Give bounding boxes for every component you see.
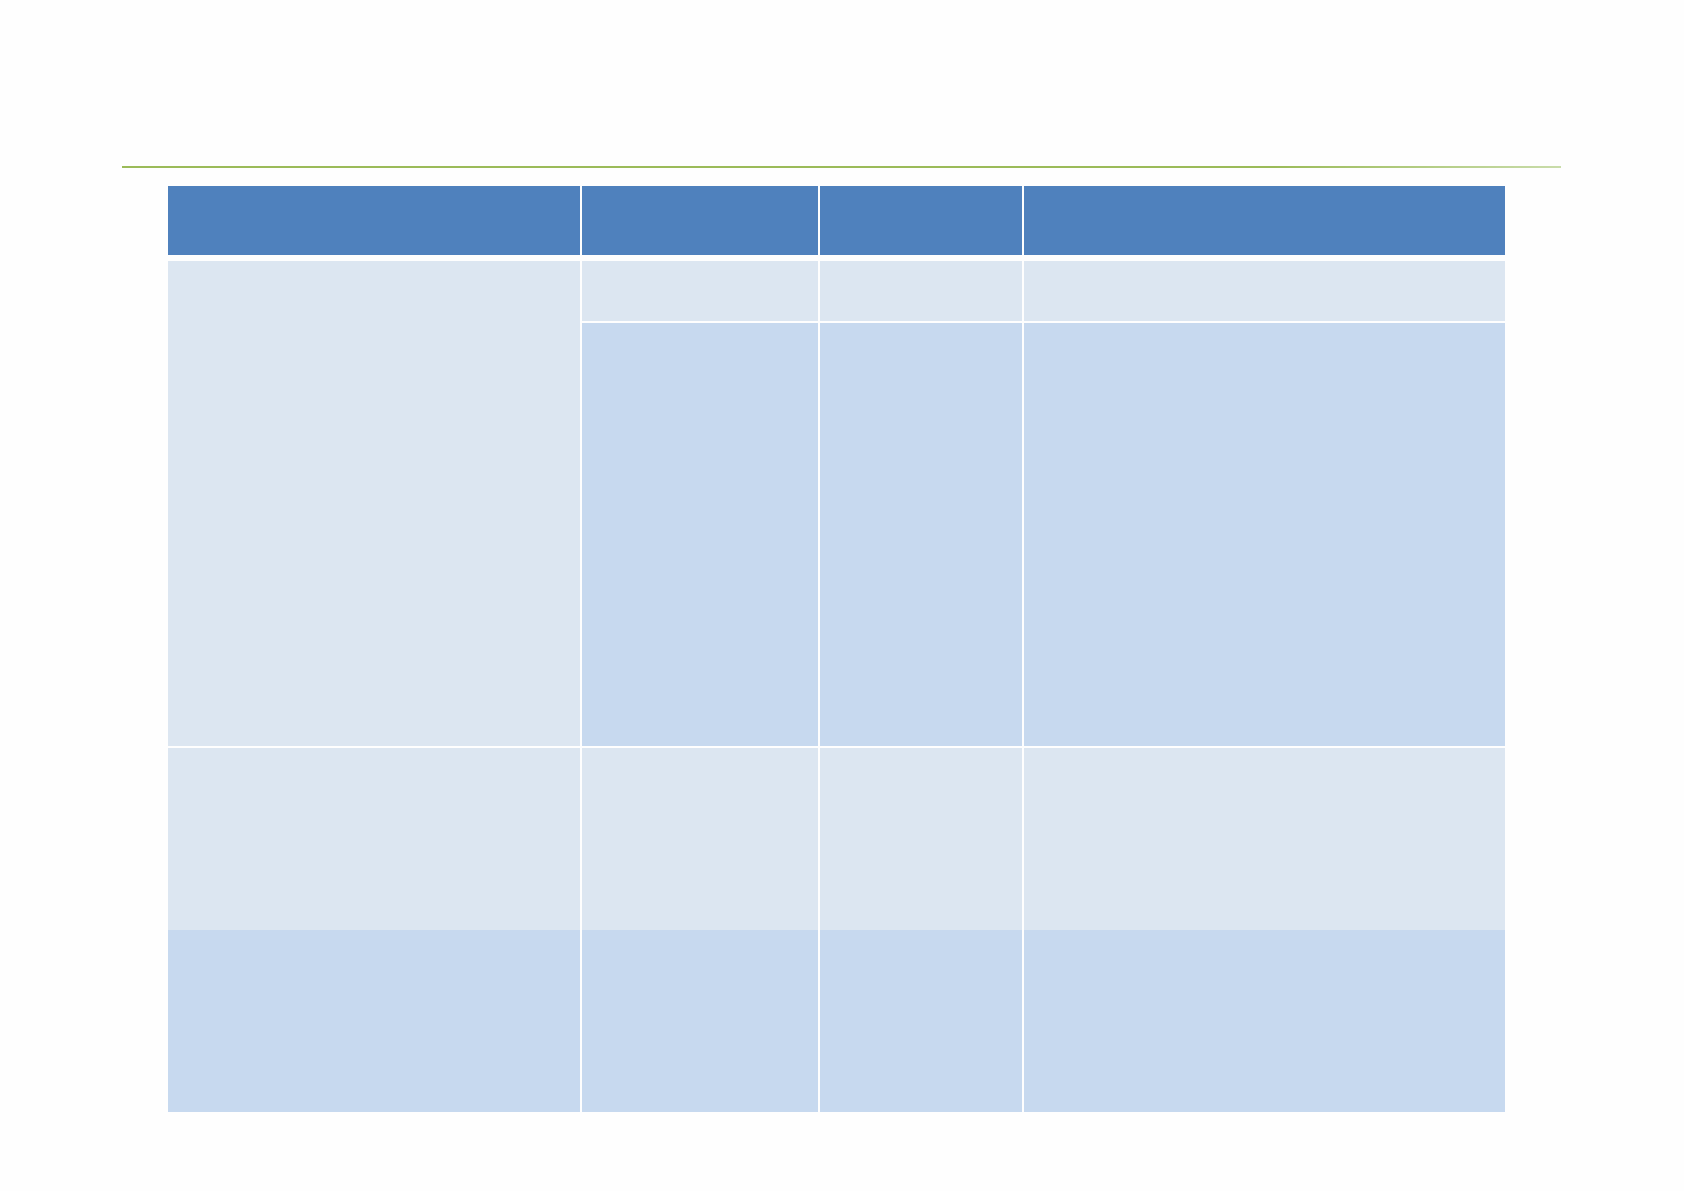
- table-header-cell: [168, 186, 580, 255]
- table-header-cell: [582, 186, 818, 255]
- table-cell: [820, 323, 1022, 746]
- table-cell: [168, 930, 580, 1112]
- table-header-cell: [1024, 186, 1505, 255]
- table-cell: [1024, 261, 1505, 321]
- table-cell: [1024, 748, 1505, 930]
- table-header-cell: [820, 186, 1022, 255]
- table-cell: [582, 930, 818, 1112]
- table-cell: [820, 261, 1022, 321]
- table-cell: [582, 323, 818, 746]
- table-cell: [582, 748, 818, 930]
- table-cell: [168, 748, 580, 930]
- table-cell: [820, 748, 1022, 930]
- table-cell: [1024, 323, 1505, 746]
- table-cell: [820, 930, 1022, 1112]
- table-cell: [1024, 930, 1505, 1112]
- table-cell: [168, 261, 580, 746]
- header-rule-line: [122, 166, 1561, 168]
- table-cell: [582, 261, 818, 321]
